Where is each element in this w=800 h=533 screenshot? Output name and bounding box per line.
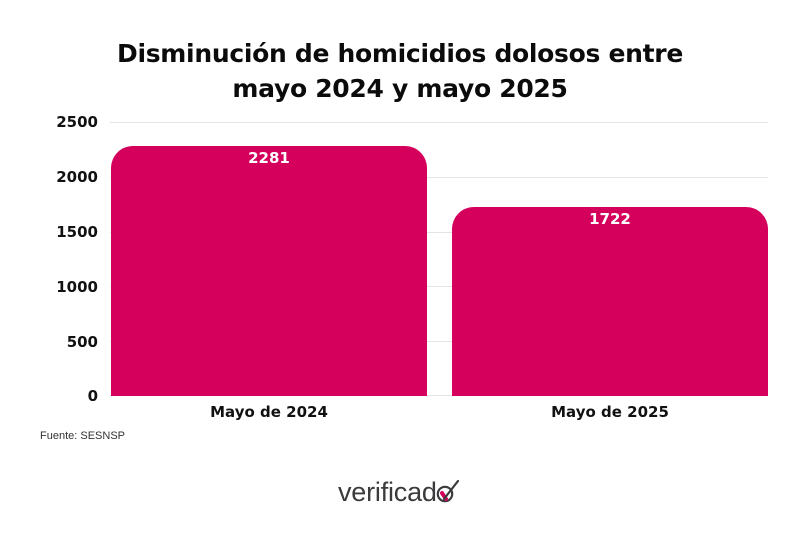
y-tick-label: 2000 (56, 168, 98, 186)
x-tick-label: Mayo de 2025 (551, 403, 669, 421)
y-tick-label: 0 (87, 387, 98, 405)
source-note: Fuente: SESNSP (40, 430, 125, 442)
gridline (110, 395, 768, 396)
gridline (110, 286, 768, 287)
gridline (110, 341, 768, 342)
chart-title-line-2: mayo 2024 y mayo 2025 (232, 74, 568, 103)
plot-area: 2281 1722 (110, 122, 768, 396)
gridline (110, 122, 768, 123)
gridline (110, 232, 768, 233)
y-tick-label: 2500 (56, 113, 98, 131)
x-tick-label: Mayo de 2024 (210, 403, 328, 421)
gridline (110, 177, 768, 178)
y-tick-label: 1500 (56, 223, 98, 241)
chart-title-line-1: Disminución de homicidios dolosos entre (117, 39, 683, 68)
chart-title: Disminución de homicidios dolosos entre … (0, 36, 800, 106)
logo-text: verificad (338, 477, 437, 507)
bar-value-label: 1722 (589, 210, 631, 228)
bar-value-label: 2281 (248, 149, 290, 167)
y-tick-label: 500 (66, 333, 98, 351)
bar-mayo-2024: 2281 (111, 146, 427, 396)
y-tick-label: 1000 (56, 278, 98, 296)
verificado-logo: verificad (338, 477, 459, 508)
bar-mayo-2025: 1722 (452, 207, 768, 396)
check-o-icon (436, 479, 459, 503)
